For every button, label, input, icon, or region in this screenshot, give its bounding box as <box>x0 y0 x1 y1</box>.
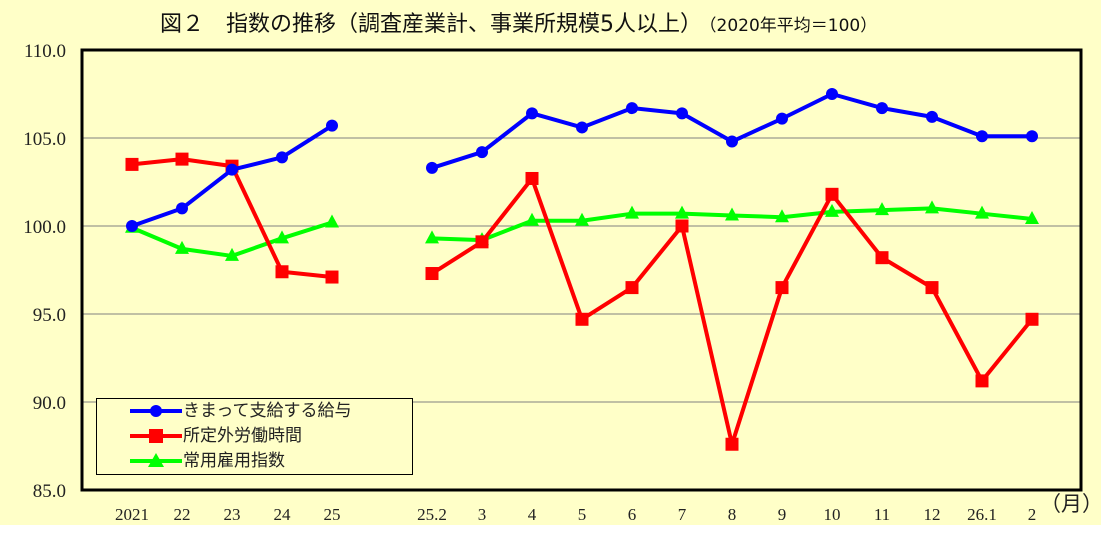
data-point-square <box>475 235 489 249</box>
data-point-circle <box>176 202 188 215</box>
data-point-triangle <box>325 214 339 228</box>
data-point-square <box>125 157 139 171</box>
circle-marker-icon <box>130 405 182 417</box>
data-point-square <box>725 437 739 451</box>
data-point-square <box>175 152 189 166</box>
legend: きまって支給する給与 所定外労働時間 常用雇用指数 <box>96 398 413 475</box>
y-tick-label: 110.0 <box>24 41 66 62</box>
legend-label: 常用雇用指数 <box>183 451 285 471</box>
y-tick-label: 85.0 <box>33 481 66 502</box>
x-tick-label: 9 <box>778 505 787 524</box>
data-point-circle <box>476 146 488 159</box>
y-tick-label: 90.0 <box>33 393 66 414</box>
data-point-triangle <box>175 240 189 254</box>
data-point-square <box>925 281 939 295</box>
x-tick-label: 5 <box>578 505 587 524</box>
x-tick-label: 10 <box>824 505 841 524</box>
data-point-triangle <box>975 205 989 219</box>
y-tick-label: 100.0 <box>23 217 66 238</box>
data-point-circle <box>726 135 738 148</box>
data-point-circle <box>426 161 438 174</box>
data-point-circle <box>326 119 338 132</box>
chart-canvas: 図２ 指数の推移（調査産業計、事業所規模5人以上） （2020年平均＝100） 1… <box>0 0 1103 525</box>
data-point-circle <box>926 110 938 123</box>
series-line <box>431 92 1032 170</box>
x-tick-label: 2021 <box>115 505 149 524</box>
data-point-circle <box>276 151 288 164</box>
x-tick-label: 4 <box>528 505 537 524</box>
legend-item-wages: きまって支給する給与 <box>97 399 412 423</box>
x-tick-label: 25 <box>324 505 341 524</box>
chart-title-base: （2020年平均＝100） <box>708 16 878 36</box>
x-tick-label: 23 <box>224 505 241 524</box>
y-tick-label: 105.0 <box>23 129 66 150</box>
legend-label: 所定外労働時間 <box>183 426 302 446</box>
data-point-square <box>425 267 439 281</box>
data-point-square <box>875 251 889 265</box>
data-point-circle <box>626 102 638 115</box>
data-point-square <box>775 281 789 295</box>
x-tick-label: 25.2 <box>417 505 447 524</box>
data-point-square <box>275 265 289 279</box>
data-point-square <box>625 281 639 295</box>
data-point-triangle <box>525 212 539 226</box>
data-point-triangle <box>225 247 239 261</box>
x-tick-label: 12 <box>924 505 941 524</box>
data-point-circle <box>576 121 588 134</box>
x-tick-label: 7 <box>678 505 687 524</box>
data-point-triangle <box>825 203 839 217</box>
data-point-triangle <box>875 202 889 216</box>
data-point-square <box>575 312 589 326</box>
x-axis-unit-label: （月） <box>1040 492 1103 516</box>
data-point-triangle <box>425 230 439 244</box>
y-tick-label: 95.0 <box>33 305 66 326</box>
data-point-circle <box>226 163 238 176</box>
x-tick-label: 24 <box>274 505 292 524</box>
x-tick-label: 3 <box>478 505 487 524</box>
data-point-square <box>675 219 689 233</box>
series-line <box>131 123 334 228</box>
data-point-circle <box>776 112 788 125</box>
chart-title: 図２ 指数の推移（調査産業計、事業所規模5人以上） （2020年平均＝100） <box>160 6 877 38</box>
data-point-square <box>975 374 989 388</box>
data-point-triangle <box>575 212 589 226</box>
triangle-marker-icon <box>130 453 182 467</box>
data-point-square <box>525 171 539 185</box>
legend-item-employment: 常用雇用指数 <box>97 449 412 473</box>
data-point-circle <box>826 88 838 100</box>
legend-label: きまって支給する給与 <box>183 401 352 421</box>
data-point-triangle <box>1025 210 1039 224</box>
legend-item-overtime: 所定外労働時間 <box>97 424 412 448</box>
data-point-circle <box>526 107 538 120</box>
data-point-triangle <box>725 207 739 221</box>
data-point-triangle <box>775 209 789 223</box>
data-point-circle <box>676 107 688 120</box>
x-tick-label: 22 <box>174 505 191 524</box>
data-point-triangle <box>625 205 639 219</box>
data-point-triangle <box>275 230 289 244</box>
data-point-square <box>1025 312 1039 326</box>
x-tick-label: 11 <box>874 505 890 524</box>
data-point-square <box>325 270 339 284</box>
data-point-circle <box>976 130 988 143</box>
data-point-square <box>825 187 839 201</box>
data-point-triangle <box>925 200 939 214</box>
data-point-circle <box>126 220 138 232</box>
chart-title-main: 図２ 指数の推移（調査産業計、事業所規模5人以上） <box>160 12 702 37</box>
x-tick-label: 8 <box>728 505 737 524</box>
data-point-triangle <box>675 205 689 219</box>
x-tick-label: 6 <box>628 505 637 524</box>
data-point-circle <box>876 102 888 115</box>
square-marker-icon <box>130 429 182 443</box>
x-tick-label: 2 <box>1028 505 1037 524</box>
x-tick-label: 26.1 <box>967 505 997 524</box>
plot-border <box>80 48 1083 492</box>
data-point-circle <box>1026 130 1038 143</box>
